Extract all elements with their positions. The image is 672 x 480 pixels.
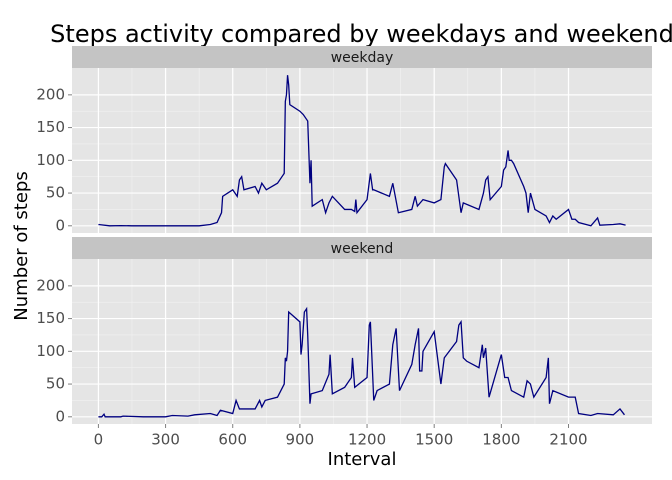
y-tick-label: 0 xyxy=(55,407,65,425)
x-tick-label: 1200 xyxy=(348,431,386,449)
y-axis-label: Number of steps xyxy=(11,171,32,320)
y-tick-label: 50 xyxy=(46,375,65,393)
x-tick-label: 900 xyxy=(286,431,315,449)
x-tick-label: 300 xyxy=(151,431,180,449)
y-tick-label: 200 xyxy=(36,85,65,103)
facet-label: weekend xyxy=(331,241,394,257)
y-tick-label: 200 xyxy=(36,276,65,294)
facet-label: weekday xyxy=(331,50,394,66)
facet-strip xyxy=(72,237,652,259)
y-tick-label: 0 xyxy=(55,216,65,234)
x-tick-label: 1800 xyxy=(482,431,520,449)
y-tick-label: 50 xyxy=(46,184,65,202)
data-line xyxy=(98,75,626,227)
y-tick-label: 150 xyxy=(36,309,65,327)
x-tick-label: 0 xyxy=(94,431,104,449)
y-tick-label: 100 xyxy=(36,342,65,360)
data-line xyxy=(98,306,625,418)
x-axis-label: Interval xyxy=(328,449,397,470)
panel-background xyxy=(72,259,652,424)
y-tick-label: 100 xyxy=(36,151,65,169)
x-tick-label: 1500 xyxy=(415,431,453,449)
chart-title: Steps activity compared by weekdays and … xyxy=(50,20,672,48)
facet-strip xyxy=(72,46,652,68)
x-tick-label: 600 xyxy=(218,431,247,449)
panel-background xyxy=(72,68,652,233)
x-tick-label: 2100 xyxy=(549,431,587,449)
y-tick-label: 150 xyxy=(36,118,65,136)
